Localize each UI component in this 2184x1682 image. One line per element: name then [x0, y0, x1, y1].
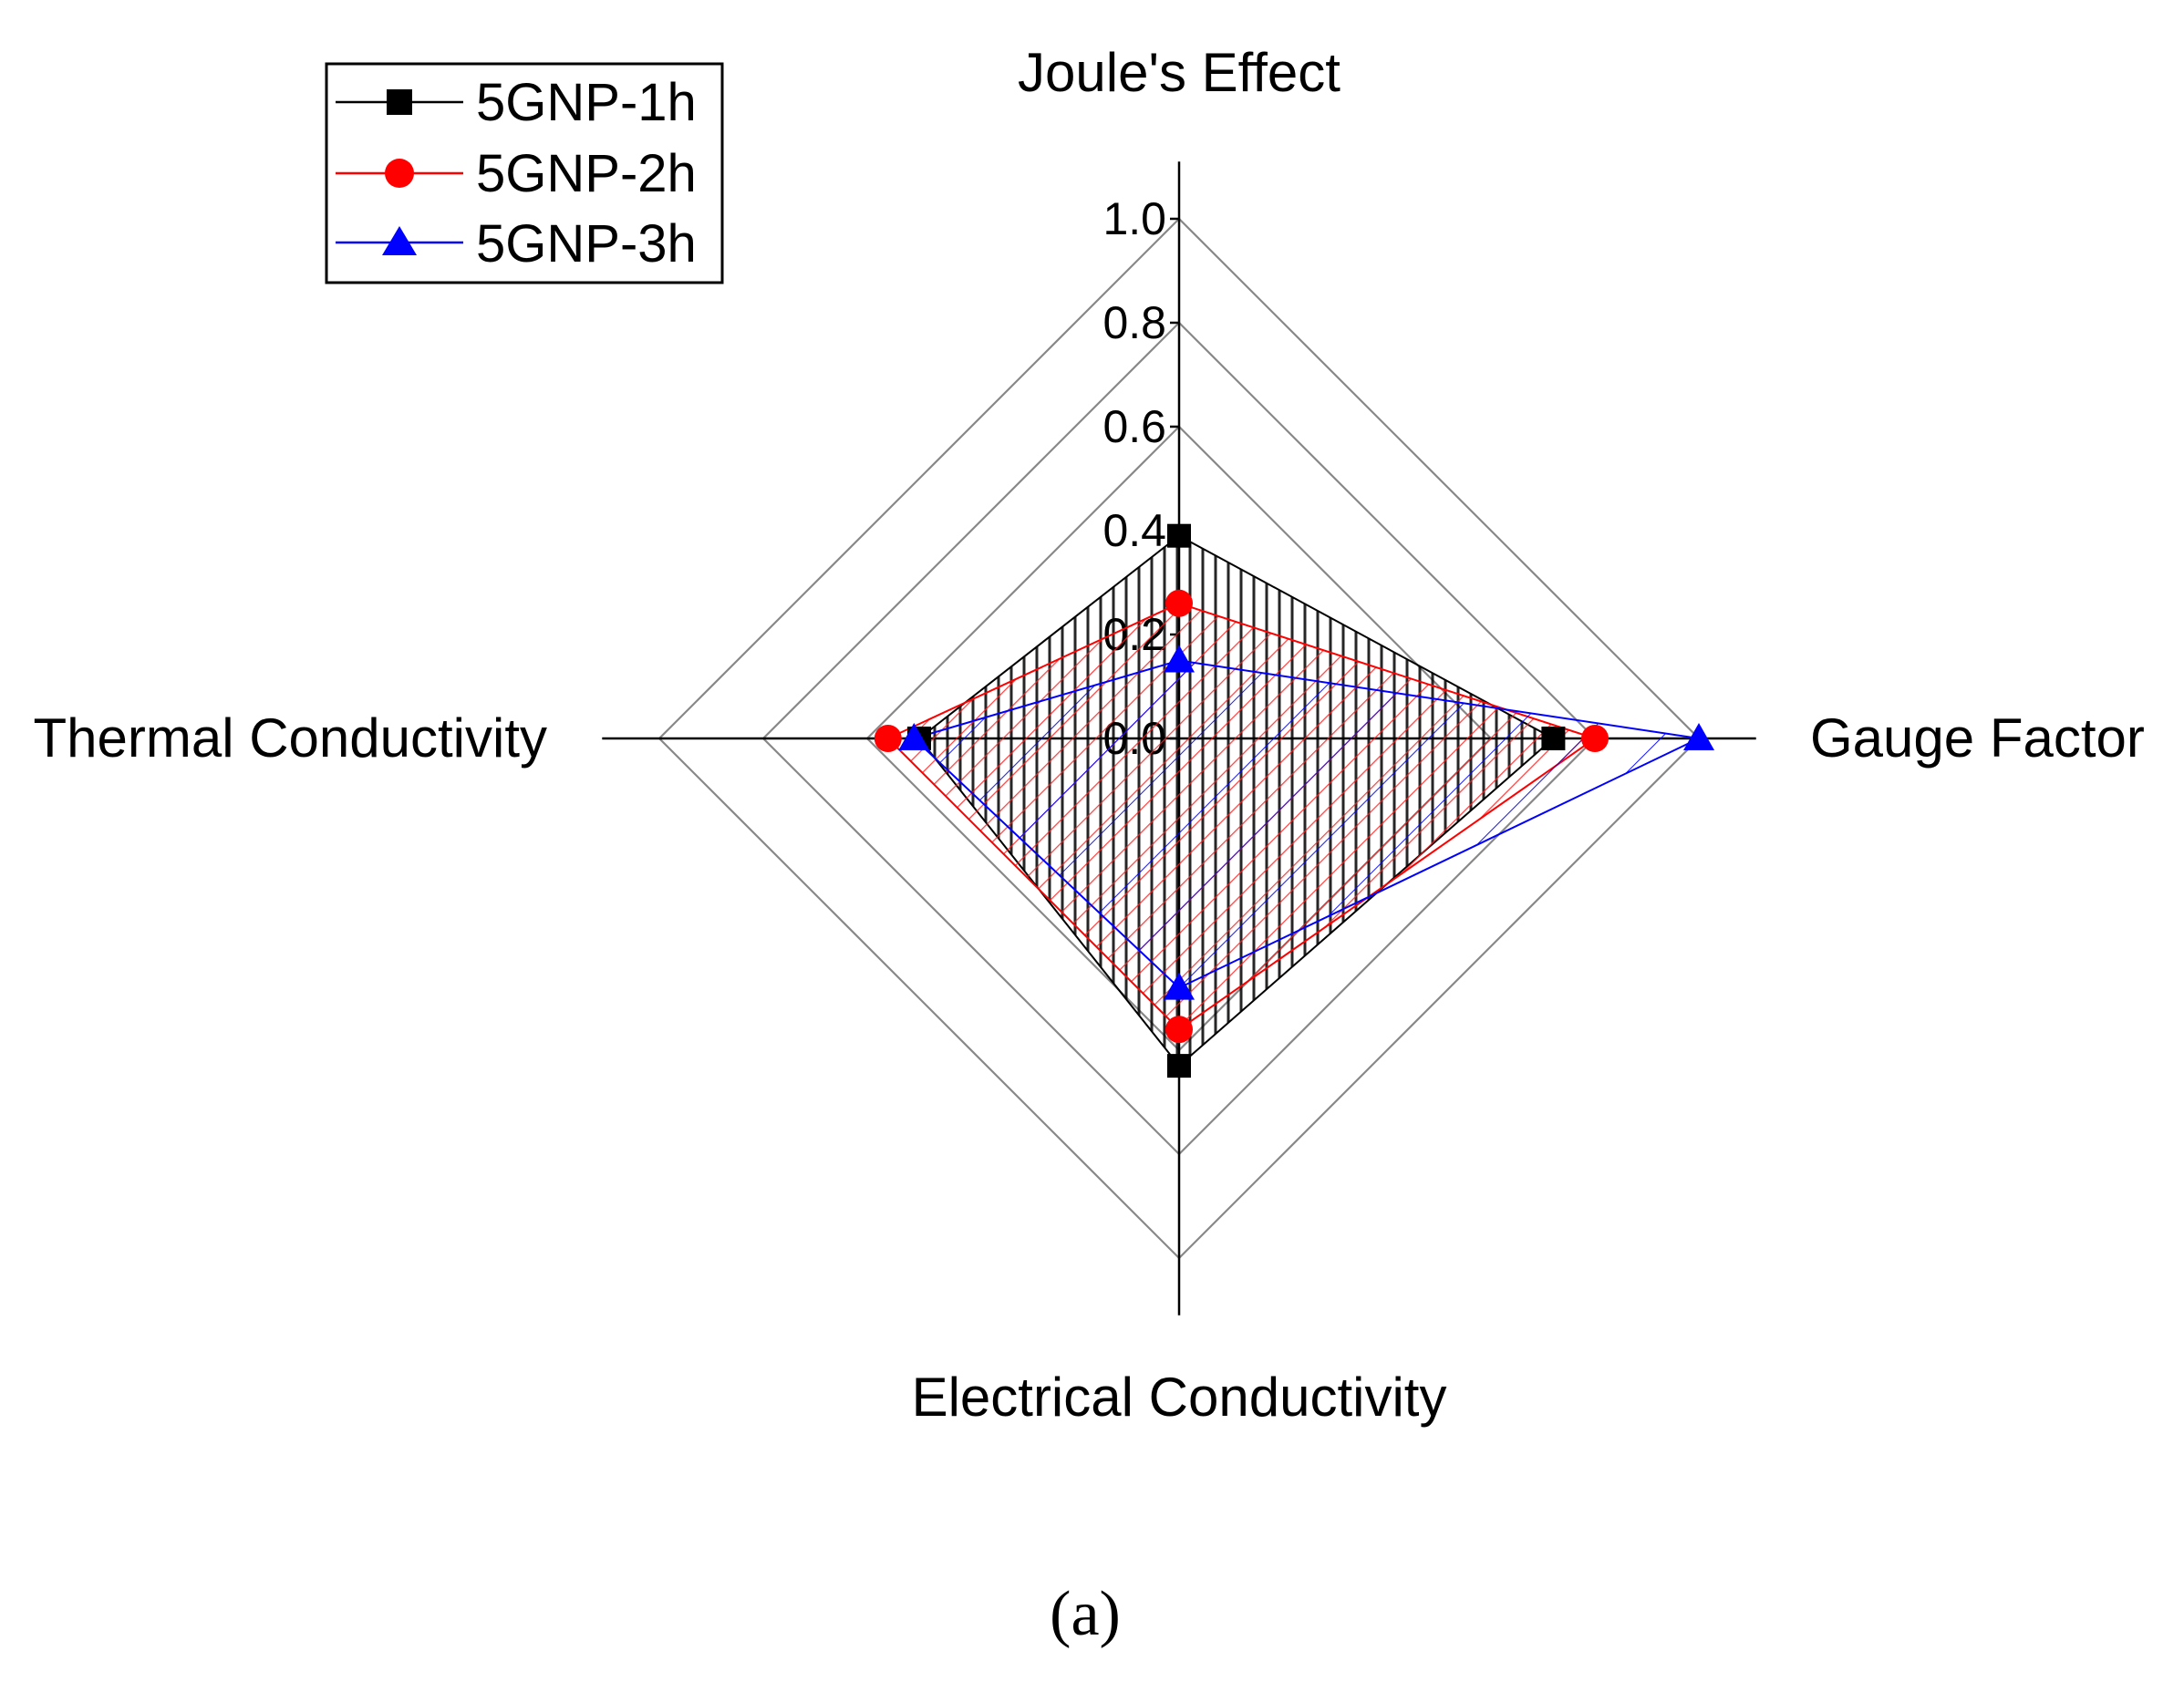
axis-label-electrical-conductivity: Electrical Conductivity [912, 1367, 1447, 1428]
series-layer [886, 534, 1703, 1068]
data-point-5gnp-2h [874, 725, 902, 752]
legend: 5GNP-1h 5GNP-2h 5GNP-3h [325, 62, 724, 284]
data-point-5gnp-3h [898, 723, 930, 750]
data-point-5gnp-1h [1541, 727, 1566, 750]
data-point-5gnp-2h [1165, 1016, 1193, 1044]
tick-label: 0.6 [1102, 401, 1166, 452]
axis-label-gauge-factor: Gauge Factor [1810, 707, 2145, 769]
data-point-5gnp-1h [1167, 1054, 1191, 1078]
figure-caption: (a) [1050, 1579, 1121, 1649]
legend-label-5gnp-3h: 5GNP-3h [476, 214, 697, 273]
data-point-5gnp-1h [1167, 523, 1191, 548]
markers-layer [874, 523, 1714, 1078]
data-point-5gnp-3h [1164, 645, 1195, 673]
data-point-5gnp-2h [1581, 725, 1609, 752]
legend-item-5gnp-3h: 5GNP-3h [336, 214, 697, 273]
axis-label-thermal-conductivity: Thermal Conductivity [33, 707, 547, 769]
axis-label-joules-effect: Joule's Effect [1018, 42, 1340, 103]
legend-item-5gnp-2h: 5GNP-2h [336, 144, 697, 203]
tick-label: 0.4 [1102, 505, 1166, 556]
tick-label: 1.0 [1102, 193, 1166, 244]
data-point-5gnp-2h [1165, 589, 1193, 617]
legend-label-5gnp-1h: 5GNP-1h [476, 73, 697, 132]
legend-item-5gnp-1h: 5GNP-1h [336, 73, 697, 132]
legend-label-5gnp-2h: 5GNP-2h [476, 144, 697, 203]
tick-label: 0.8 [1102, 297, 1166, 348]
data-point-5gnp-3h [1164, 972, 1195, 1000]
data-point-5gnp-3h [1683, 723, 1714, 750]
